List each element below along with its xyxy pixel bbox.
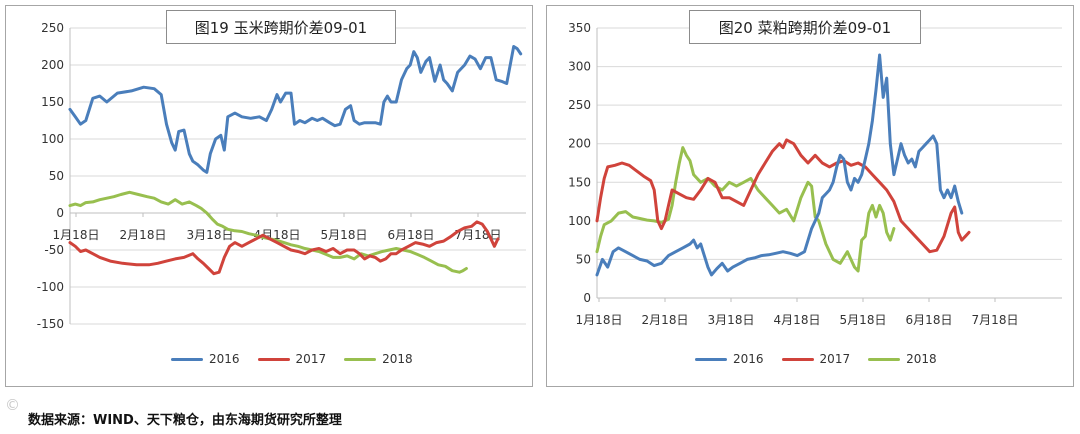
x-tick-label: 6月18日 xyxy=(906,313,953,327)
x-tick-label: 2月18日 xyxy=(120,228,167,242)
x-tick-label: 5月18日 xyxy=(321,228,368,242)
legend-label-2016: 2016 xyxy=(733,352,764,366)
legend-item-2018: 2018 xyxy=(344,352,413,366)
y-tick-label: 0 xyxy=(583,291,591,305)
y-tick-label: 200 xyxy=(568,137,591,151)
y-tick-label: -150 xyxy=(37,317,64,331)
legend-swatch-2016 xyxy=(695,357,727,361)
x-tick-label: 5月18日 xyxy=(840,313,887,327)
series-line-2018 xyxy=(595,146,896,273)
y-tick-label: 50 xyxy=(49,169,64,183)
y-tick-label: 300 xyxy=(568,60,591,74)
source-note: 数据来源：WIND、天下粮仓，由东海期货研究所整理 xyxy=(28,413,342,428)
x-tick-label: 3月18日 xyxy=(187,228,234,242)
legend-swatch-2016 xyxy=(171,357,203,361)
legend-label-2017: 2017 xyxy=(295,352,327,366)
y-tick-label: 0 xyxy=(56,206,64,220)
chart-title: 图19 玉米跨期价差09-01 xyxy=(166,10,396,44)
legend-label-2016: 2016 xyxy=(209,352,240,366)
legend-item-2016: 2016 xyxy=(171,352,240,366)
x-tick-label: 6月18日 xyxy=(388,228,435,242)
y-tick-label: 250 xyxy=(568,98,591,112)
legend-label-2018: 2018 xyxy=(906,352,937,366)
series-line-2016 xyxy=(68,45,523,174)
series-line-2016 xyxy=(595,53,964,277)
rapeseed-meal-spread-chart-panel: 0 50 100 150 200 250 300 350 1月18日 2月18日 3月18日 4月18… xyxy=(546,5,1074,387)
rapeseed-meal-spread-chart: 0 50 100 150 200 250 300 350 1月18日 2月18日 3月18日 4月18… xyxy=(568,21,1062,327)
legend-item-2017: 2017 xyxy=(257,352,327,366)
y-tick-label: 100 xyxy=(41,132,64,146)
chart-legend: 2016 2017 2018 xyxy=(171,352,413,366)
y-tick-label: -100 xyxy=(37,280,64,294)
corn-spread-chart: -150 -100 -50 0 50 100 150 200 250 1月18日 2月18日 3月18… xyxy=(37,21,526,331)
chart-title: 图20 菜粕跨期价差09-01 xyxy=(689,10,921,44)
y-tick-label: -50 xyxy=(44,243,64,257)
chart-legend: 2016 2017 2018 xyxy=(695,352,937,366)
y-tick-label: 150 xyxy=(41,95,64,109)
legend-swatch-2018 xyxy=(868,357,901,361)
legend-swatch-2017 xyxy=(781,357,814,361)
y-tick-label: 350 xyxy=(568,21,591,35)
watermark-logo: © xyxy=(5,396,21,414)
legend-item-2017: 2017 xyxy=(781,352,851,366)
legend-item-2018: 2018 xyxy=(868,352,937,366)
legend-item-2016: 2016 xyxy=(695,352,764,366)
x-tick-label: 3月18日 xyxy=(708,313,755,327)
legend-label-2018: 2018 xyxy=(382,352,413,366)
y-tick-label: 250 xyxy=(41,21,64,35)
y-tick-label: 200 xyxy=(41,58,64,72)
corn-spread-chart-panel: -150 -100 -50 0 50 100 150 200 250 1月18日 2月18日 3月18… xyxy=(5,5,533,387)
x-tick-label: 1月18日 xyxy=(576,313,623,327)
y-tick-label: 50 xyxy=(576,252,591,266)
series-line-2017 xyxy=(68,220,500,276)
y-tick-label: 100 xyxy=(568,214,591,228)
x-tick-label: 2月18日 xyxy=(642,313,689,327)
legend-label-2017: 2017 xyxy=(819,352,851,366)
y-tick-label: 150 xyxy=(568,175,591,189)
x-tick-label: 7月18日 xyxy=(972,313,1019,327)
series-line-2017 xyxy=(595,138,971,254)
x-tick-label: 1月18日 xyxy=(53,228,100,242)
x-tick-label: 4月18日 xyxy=(774,313,821,327)
legend-swatch-2018 xyxy=(344,357,377,361)
legend-swatch-2017 xyxy=(257,357,290,361)
